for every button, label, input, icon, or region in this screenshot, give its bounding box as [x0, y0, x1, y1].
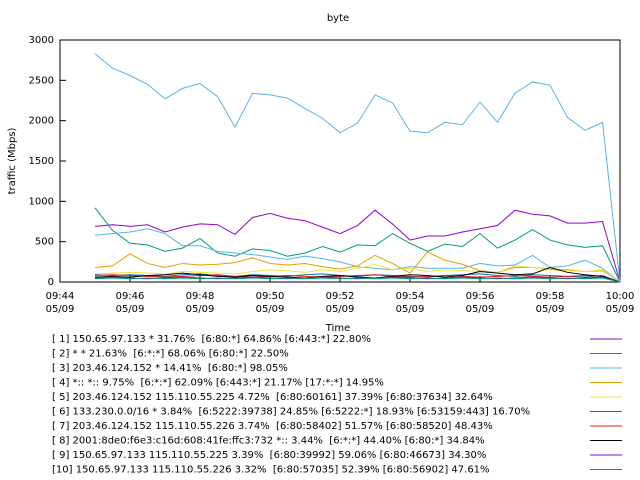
- legend-label: [ 9] 150.65.97.133 115.110.55.225 3.39% …: [52, 450, 486, 461]
- y-axis-label: traffic (Mbps): [7, 127, 18, 194]
- legend-label: [ 7] 203.46.124.152 115.110.55.226 3.74%…: [52, 421, 493, 432]
- y-tick-label: 0: [48, 277, 54, 288]
- plot-frame: [59, 39, 621, 283]
- x-tick-label: 09:58: [536, 291, 565, 302]
- x-tick-label: 09:56: [466, 291, 495, 302]
- y-tick-label: 2000: [29, 116, 54, 127]
- series-line: [94, 228, 621, 283]
- x-tick-date: 05/09: [116, 304, 145, 315]
- x-tick-label: 09:54: [396, 291, 425, 302]
- legend-label: [ 2] * * 21.63% [6:*:*] 68.06% [6:80:*] …: [52, 349, 289, 360]
- series-line: [94, 263, 621, 283]
- x-tick-date: 05/09: [326, 304, 355, 315]
- x-tick-label: 09:46: [116, 291, 145, 302]
- y-tick-label: 1000: [29, 196, 54, 207]
- x-tick-label: 09:52: [326, 291, 355, 302]
- chart-title: byte: [327, 13, 349, 24]
- legend-label: [ 5] 203.46.124.152 115.110.55.225 4.72%…: [52, 392, 493, 403]
- series-line: [94, 276, 621, 283]
- series-line: [94, 266, 621, 283]
- x-tick-date: 05/09: [536, 304, 565, 315]
- y-tick-label: 500: [35, 237, 54, 248]
- legend-label: [ 3] 203.46.124.152 * 14.41% [6:80:*] 98…: [52, 363, 288, 374]
- x-axis-label: Time: [325, 323, 350, 334]
- y-tick-label: 3000: [29, 35, 54, 46]
- series-line: [94, 209, 621, 283]
- x-tick-date: 05/09: [606, 304, 635, 315]
- x-tick-date: 05/09: [466, 304, 495, 315]
- x-tick-date: 05/09: [396, 304, 425, 315]
- y-tick-label: 1500: [29, 156, 54, 167]
- legend-label: [ 6] 133.230.0.0/16 * 3.84% [6:5222:3973…: [52, 407, 530, 418]
- series-line: [94, 273, 621, 283]
- y-tick-label: 2500: [29, 75, 54, 86]
- x-tick-label: 09:48: [186, 291, 215, 302]
- legend-label: [10] 150.65.97.133 115.110.55.226 3.32% …: [52, 465, 490, 476]
- x-tick-label: 09:44: [46, 291, 75, 302]
- series-line: [94, 277, 621, 283]
- series-line: [94, 53, 621, 283]
- x-tick-date: 05/09: [186, 304, 215, 315]
- x-tick-date: 05/09: [256, 304, 285, 315]
- series-line: [94, 207, 621, 283]
- legend-label: [ 8] 2001:8de0:f6e3:c16d:608:41fe:ffc3:7…: [52, 436, 485, 447]
- x-tick-label: 09:50: [256, 291, 285, 302]
- x-tick-label: 10:00: [606, 291, 635, 302]
- x-tick-date: 05/09: [46, 304, 75, 315]
- legend-label: [ 4] *:: *:: 9.75% [6:*:*] 62.09% [6:443…: [52, 378, 384, 389]
- series-line: [94, 274, 621, 283]
- legend-label: [ 1] 150.65.97.133 * 31.76% [6:80:*] 64.…: [52, 334, 371, 345]
